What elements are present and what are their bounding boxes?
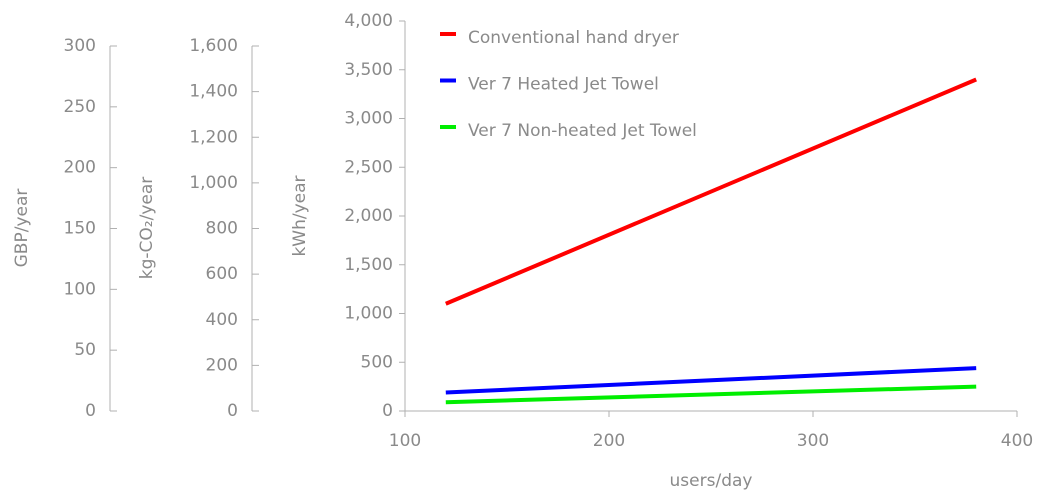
y-tick-label: 500 <box>361 352 393 372</box>
y-tick-label: 0 <box>382 401 393 421</box>
y2-tick-label: 200 <box>206 355 238 375</box>
y2-tick-label: 1,200 <box>189 127 238 147</box>
y3-tick-label: 200 <box>64 158 96 178</box>
y-tick-label: 3,500 <box>344 60 393 80</box>
legend-label: Ver 7 Non-heated Jet Towel <box>468 121 697 141</box>
y2-tick-label: 600 <box>206 264 238 284</box>
x-tick-label: 400 <box>1001 431 1033 451</box>
x-tick-label: 300 <box>797 431 829 451</box>
series-line <box>445 366 977 395</box>
y3-tick-label: 100 <box>64 279 96 299</box>
y2-tick-label: 1,400 <box>189 82 238 102</box>
y2-tick-label: 1,000 <box>189 173 238 193</box>
y-tick-label: 2,500 <box>344 157 393 177</box>
y2-tick-label: 0 <box>227 401 238 421</box>
y3-tick-label: 150 <box>64 219 96 239</box>
y-tick-label: 1,500 <box>344 255 393 275</box>
y3-tick-label: 50 <box>74 340 96 360</box>
y-tick-label: 3,000 <box>344 109 393 129</box>
series-line <box>445 77 977 306</box>
y2-axis-title: kg-CO₂/year <box>137 177 157 280</box>
x-tick-label: 200 <box>593 431 625 451</box>
y-axis-title: kWh/year <box>290 175 310 256</box>
legend-label: Ver 7 Heated Jet Towel <box>468 75 659 95</box>
y2-tick-label: 800 <box>206 219 238 239</box>
x-tick-label: 100 <box>389 431 421 451</box>
y-tick-label: 2,000 <box>344 206 393 226</box>
y3-axis-title: GBP/year <box>12 189 32 268</box>
y2-tick-label: 1,600 <box>189 36 238 56</box>
y-tick-label: 4,000 <box>344 11 393 31</box>
x-axis-title: users/day <box>670 471 753 491</box>
y3-tick-label: 250 <box>64 97 96 117</box>
y2-tick-label: 400 <box>206 310 238 330</box>
series-line <box>445 384 977 405</box>
y3-tick-label: 300 <box>64 36 96 56</box>
y3-tick-label: 0 <box>85 401 96 421</box>
y-tick-label: 1,000 <box>344 304 393 324</box>
legend-label: Conventional hand dryer <box>468 28 679 48</box>
